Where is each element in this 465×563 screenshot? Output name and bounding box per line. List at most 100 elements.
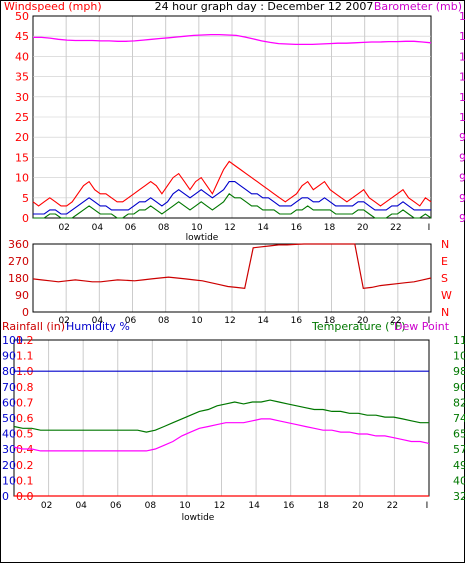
- y-right-tick-0-1: 980: [459, 192, 465, 205]
- y-temp-tick-8: 98: [453, 365, 465, 378]
- y-temp-tick-6: 82: [453, 396, 465, 409]
- x-tick-label-0-11: I: [428, 223, 431, 233]
- y-left-tick-0-3: 15: [15, 151, 29, 164]
- x-tick-label-1-0: 02: [58, 316, 69, 326]
- y-rain-tick-6: 0.7: [16, 396, 34, 409]
- y-rain-tick-1: 0.1: [16, 474, 34, 487]
- x-tick-label-2-10: 22: [387, 501, 398, 511]
- x-tick-label-2-9: 20: [352, 501, 364, 511]
- y-rain-tick-10: 1.2: [16, 334, 34, 347]
- y-temp-tick-4: 65: [453, 428, 465, 441]
- y-rain-tick-7: 0.8: [16, 381, 34, 394]
- x-tick-label-0-1: 04: [92, 223, 104, 233]
- x-tick-label-1-5: 12: [224, 316, 235, 326]
- y-rain-tick-5: 0.6: [16, 412, 34, 425]
- direction-letter-0: N: [441, 306, 449, 319]
- y-right-tick-0-8: 1017: [459, 50, 465, 63]
- x-tick-label-0-8: 18: [324, 223, 336, 233]
- series-line-0-3: [33, 193, 432, 219]
- x-tick-label-0-10: 22: [390, 223, 401, 233]
- y-right-tick-0-5: 1001: [459, 111, 465, 124]
- y-left-tick-1-0: 0: [22, 306, 29, 319]
- y-rain-tick-3: 0.4: [16, 443, 34, 456]
- y-humidity-tick-3: 30: [2, 443, 16, 456]
- x-tick-label-0-5: 12: [224, 223, 235, 233]
- windspeed-axis-title: Windspeed (mph): [4, 0, 102, 13]
- x-tick-label-0-0: 02: [58, 223, 69, 233]
- y-left-tick-0-9: 45: [15, 30, 29, 43]
- series-line-0-0: [33, 33, 432, 46]
- temperature-axis-title: Temperature (°F): [311, 320, 406, 333]
- x-tick-label-2-5: 12: [214, 501, 225, 511]
- x-tick-label-2-2: 06: [110, 501, 122, 511]
- rainfall-axis-title: Rainfall (in): [2, 320, 65, 333]
- y-humidity-tick-6: 60: [2, 396, 16, 409]
- y-rain-tick-9: 1.1: [16, 350, 34, 363]
- y-left-tick-0-0: 0: [22, 212, 29, 225]
- y-right-tick-0-3: 991: [459, 151, 465, 164]
- x-tick-label-1-8: 18: [324, 316, 336, 326]
- y-temp-tick-3: 57: [453, 443, 465, 456]
- y-temp-tick-9: 107: [453, 350, 465, 363]
- y-humidity-tick-8: 80: [2, 365, 16, 378]
- y-left-tick-0-5: 25: [15, 111, 29, 124]
- x-tick-label-1-4: 10: [191, 316, 203, 326]
- y-humidity-tick-5: 50: [2, 412, 16, 425]
- direction-letter-1: W: [441, 289, 452, 302]
- x-tick-label-0-7: 16: [291, 223, 303, 233]
- series-line-2-3: [13, 418, 430, 452]
- direction-letter-3: E: [441, 255, 448, 268]
- y-right-tick-0-10: 1027: [459, 10, 465, 23]
- y-humidity-tick-2: 20: [2, 459, 16, 472]
- x-tick-label-1-10: 22: [390, 316, 401, 326]
- lowtide-annotation-top: lowtide: [186, 233, 219, 243]
- x-tick-label-2-0: 02: [41, 501, 52, 511]
- direction-letter-2: S: [441, 272, 448, 285]
- y-temp-tick-10: 115: [453, 334, 465, 347]
- series-line-1-0: [32, 243, 432, 290]
- x-tick-label-2-11: I: [426, 501, 429, 511]
- y-left-tick-1-2: 180: [8, 272, 29, 285]
- x-tick-label-1-3: 08: [158, 316, 170, 326]
- y-left-tick-0-8: 40: [15, 50, 29, 63]
- x-tick-label-1-6: 14: [257, 316, 269, 326]
- dewpoint-axis-title: Dew Point: [394, 320, 450, 333]
- x-tick-label-0-6: 14: [257, 223, 269, 233]
- barometer-axis-title: Barometer (mb): [374, 0, 462, 13]
- y-right-tick-0-6: 1006: [459, 91, 465, 104]
- y-temp-tick-2: 49: [453, 459, 465, 472]
- x-tick-label-2-1: 04: [75, 501, 87, 511]
- x-tick-label-0-4: 10: [191, 223, 203, 233]
- y-humidity-tick-4: 40: [2, 428, 16, 441]
- x-tick-label-0-3: 08: [158, 223, 170, 233]
- x-tick-label-1-9: 20: [357, 316, 369, 326]
- x-tick-label-1-2: 06: [125, 316, 137, 326]
- y-right-tick-0-0: 975: [459, 212, 465, 225]
- x-tick-label-2-3: 08: [145, 501, 157, 511]
- direction-letter-4: N: [441, 238, 449, 251]
- y-temp-tick-0: 32: [453, 490, 465, 503]
- y-left-tick-0-4: 20: [15, 131, 29, 144]
- y-rain-tick-4: 0.5: [16, 428, 34, 441]
- y-humidity-tick-1: 10: [2, 474, 16, 487]
- x-tick-label-1-11: I: [428, 316, 431, 326]
- y-right-tick-0-4: 996: [459, 131, 465, 144]
- y-left-tick-0-6: 30: [15, 91, 29, 104]
- x-tick-label-2-7: 16: [283, 501, 295, 511]
- x-tick-label-2-6: 14: [248, 501, 260, 511]
- x-tick-label-2-8: 18: [318, 501, 330, 511]
- y-humidity-tick-10: 100: [2, 334, 23, 347]
- y-temp-tick-5: 74: [453, 412, 465, 425]
- y-right-tick-0-9: 1022: [459, 30, 465, 43]
- x-tick-label-1-7: 16: [291, 316, 303, 326]
- y-left-tick-0-2: 10: [15, 172, 29, 185]
- x-tick-label-1-1: 04: [92, 316, 104, 326]
- y-temp-tick-7: 90: [453, 381, 465, 394]
- y-left-tick-1-3: 270: [8, 255, 29, 268]
- x-tick-label-2-4: 10: [179, 501, 191, 511]
- y-humidity-tick-7: 70: [2, 381, 16, 394]
- x-tick-label-0-9: 20: [357, 223, 369, 233]
- chart-title: 24 hour graph day : December 12 2007: [155, 0, 374, 13]
